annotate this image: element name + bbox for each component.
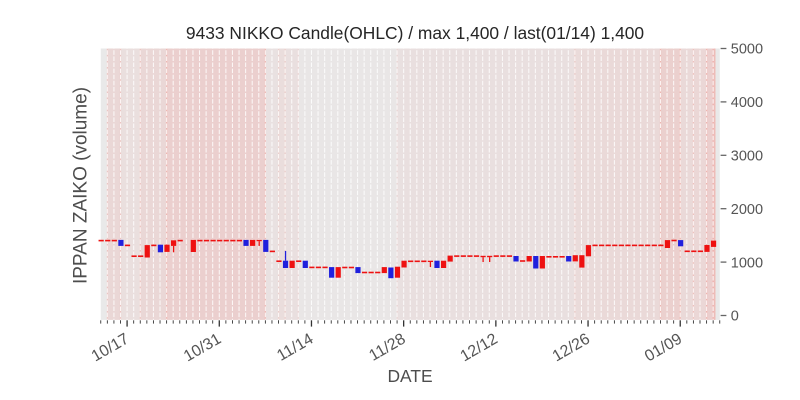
svg-text:01/09: 01/09 bbox=[642, 330, 685, 365]
svg-text:5000: 5000 bbox=[731, 42, 763, 58]
svg-text:2000: 2000 bbox=[731, 202, 763, 218]
svg-text:IPPAN ZAIKO (volume): IPPAN ZAIKO (volume) bbox=[70, 87, 91, 284]
svg-text:10/17: 10/17 bbox=[89, 330, 132, 365]
svg-text:11/14: 11/14 bbox=[274, 330, 316, 364]
svg-text:3000: 3000 bbox=[731, 149, 763, 165]
svg-text:12/26: 12/26 bbox=[550, 330, 593, 365]
svg-text:DATE: DATE bbox=[387, 366, 432, 386]
svg-text:12/12: 12/12 bbox=[458, 330, 501, 365]
svg-text:4000: 4000 bbox=[731, 95, 763, 111]
svg-text:9433 NIKKO Candle(OHLC) / max: 9433 NIKKO Candle(OHLC) / max 1,400 / la… bbox=[186, 23, 644, 43]
svg-text:10/31: 10/31 bbox=[181, 330, 224, 365]
svg-text:0: 0 bbox=[731, 309, 739, 325]
svg-text:1000: 1000 bbox=[731, 255, 763, 271]
svg-text:11/28: 11/28 bbox=[366, 330, 408, 364]
